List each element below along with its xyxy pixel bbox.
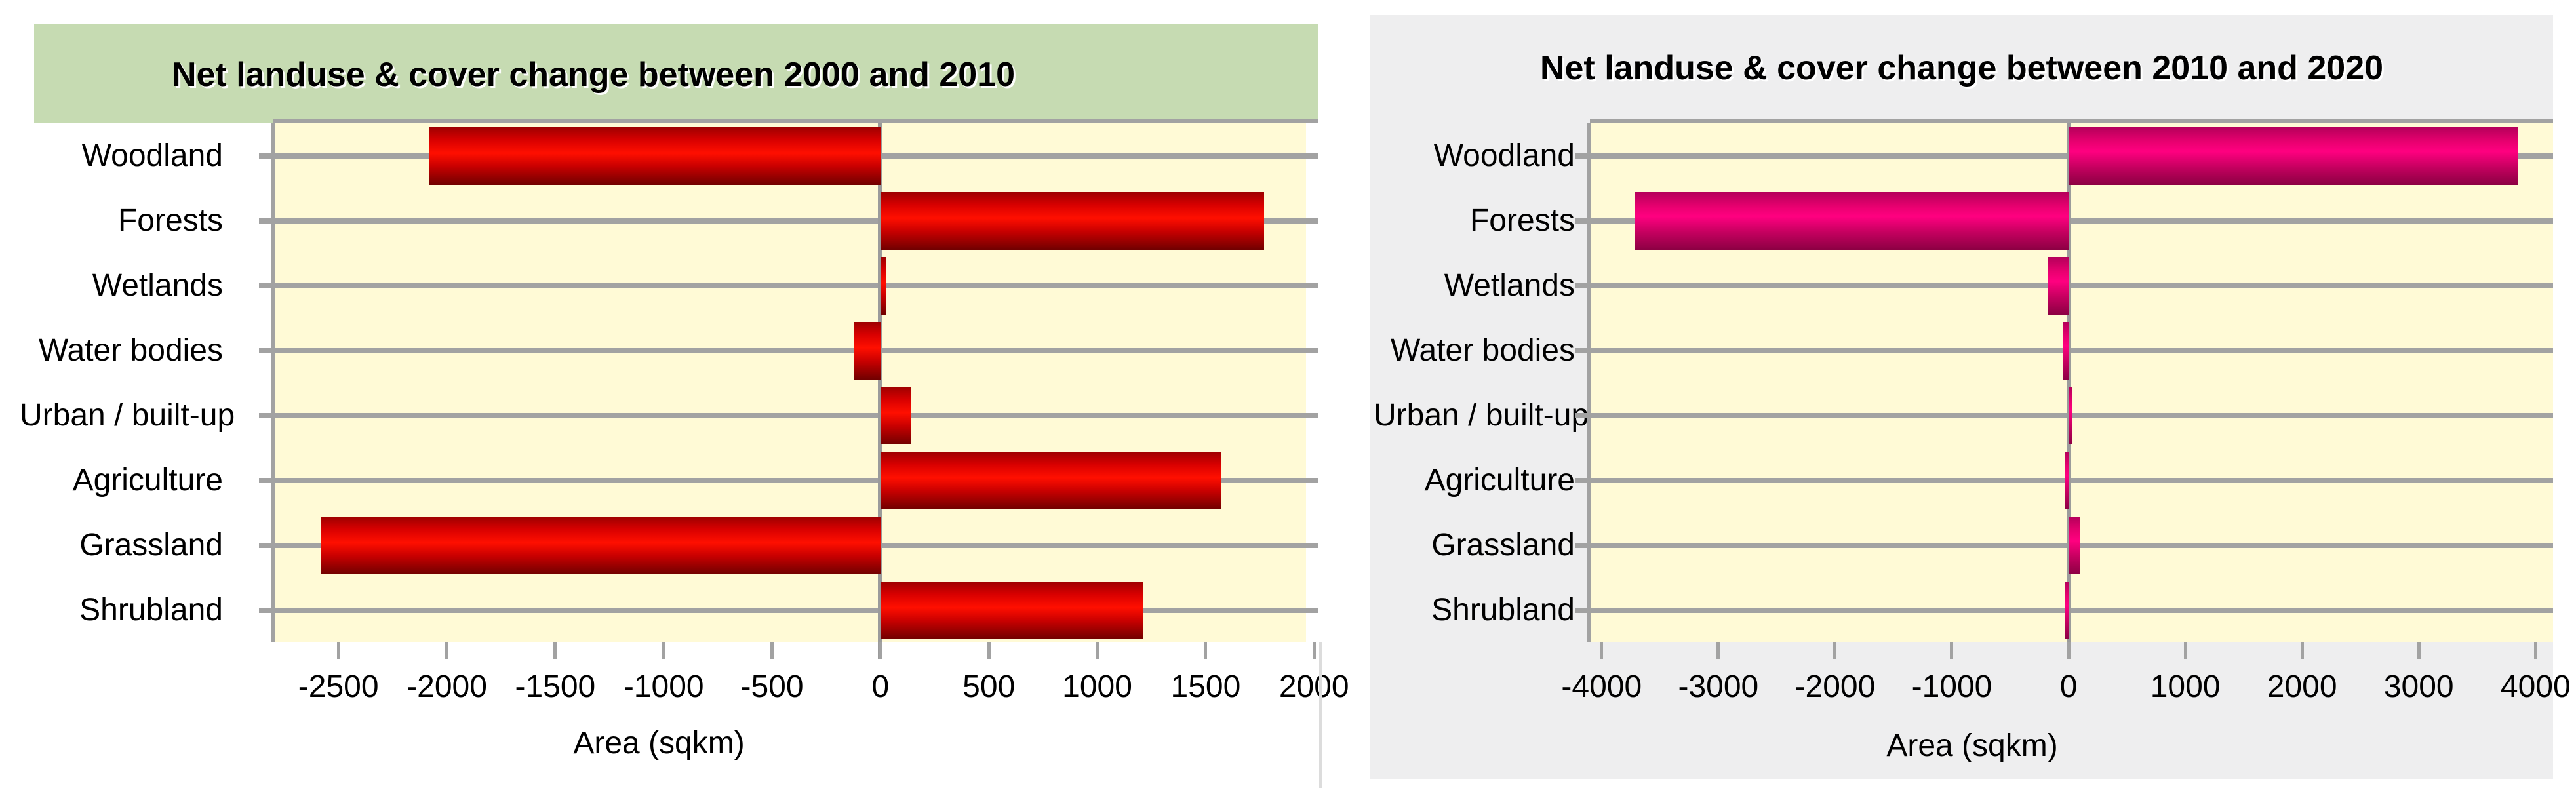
x-tick-mark [336, 642, 340, 659]
x-tick-label: 1500 [1170, 669, 1241, 704]
category-label: Woodland [81, 138, 223, 173]
x-tick-label: -500 [740, 669, 804, 704]
x-axis-label: Area (sqkm) [1886, 728, 2058, 763]
category-label: Woodland [1433, 138, 1575, 173]
x-tick-label: -3000 [1678, 669, 1759, 704]
x-tick-mark [553, 642, 557, 659]
category-label: Forests [117, 203, 223, 238]
x-tick-mark [2417, 642, 2421, 659]
category-gridline [1575, 153, 2553, 159]
category-gridline [1575, 412, 2553, 418]
chart-title: Net landuse & cover change between 2000 … [171, 56, 1016, 94]
bar-agriculture [2065, 451, 2069, 509]
x-tick-mark [1312, 642, 1316, 659]
x-tick-label: -4000 [1561, 669, 1642, 704]
bar-water-bodies [854, 321, 881, 380]
bar-wetlands [880, 256, 886, 315]
x-tick-mark [2067, 642, 2071, 659]
category-label: Urban / built-up [20, 397, 235, 433]
category-gridline [259, 607, 1318, 613]
x-tick-mark [1600, 642, 1604, 659]
x-tick-label: 0 [871, 669, 890, 704]
x-tick-mark [2533, 642, 2537, 659]
chart-title: Net landuse & cover change between 2010 … [1539, 49, 2384, 87]
x-tick-label: -1500 [515, 669, 596, 704]
bar-wetlands [2047, 256, 2069, 315]
x-tick-label: 1000 [2150, 669, 2221, 704]
x-tick-label: 500 [962, 669, 1016, 704]
bar-forests [1634, 191, 2069, 250]
bar-woodland [2069, 127, 2518, 185]
x-tick-label: 1000 [1062, 669, 1132, 704]
title-band [34, 24, 1318, 123]
bar-woodland [429, 127, 881, 185]
category-label: Grassland [79, 527, 223, 562]
bar-shrubland [880, 581, 1143, 639]
x-tick-label: 2000 [2267, 669, 2337, 704]
plot-left-border [271, 123, 275, 642]
x-tick-label: 2000 [1278, 669, 1349, 704]
category-label: Water bodies [1390, 332, 1575, 368]
chart-2000-2010: Net landuse & cover change between 2000 … [20, 24, 1349, 788]
x-tick-mark [1950, 642, 1954, 659]
category-gridline [259, 218, 1318, 224]
x-tick-mark [1096, 642, 1100, 659]
category-label: Forests [1469, 203, 1575, 238]
x-tick-mark [662, 642, 665, 659]
x-tick-mark [2183, 642, 2187, 659]
x-tick-label: -2000 [1794, 669, 1876, 704]
plot-top-border [273, 119, 1318, 123]
bar-grassland [321, 516, 881, 574]
x-tick-label: -2500 [298, 669, 379, 704]
category-gridline [1575, 477, 2553, 483]
bar-forests [880, 191, 1265, 250]
x-tick-label: 4000 [2500, 669, 2571, 704]
category-label: Wetlands [92, 267, 223, 303]
x-tick-mark [770, 642, 774, 659]
plot-top-border [1590, 119, 2553, 123]
x-tick-mark [879, 642, 882, 659]
bar-water-bodies [2063, 321, 2069, 380]
category-gridline [259, 283, 1318, 288]
x-tick-label: -2000 [406, 669, 487, 704]
x-tick-mark [2300, 642, 2304, 659]
category-label: Shrubland [79, 592, 223, 627]
category-label: Agriculture [72, 462, 223, 498]
bar-grassland [2069, 516, 2080, 574]
bar-agriculture [880, 451, 1221, 509]
bar-urban-built-up [880, 386, 911, 444]
x-tick-mark [1716, 642, 1720, 659]
chart-2010-2020: Net landuse & cover change between 2010 … [1351, 0, 2576, 809]
x-axis-label: Area (sqkm) [573, 726, 745, 760]
category-gridline [259, 477, 1318, 483]
category-label: Agriculture [1424, 462, 1575, 498]
category-gridline [259, 347, 1318, 353]
category-gridline [259, 412, 1318, 418]
x-tick-label: 0 [2059, 669, 2078, 704]
x-tick-mark [1204, 642, 1208, 659]
x-tick-mark [1833, 642, 1837, 659]
panel-edge-line [1319, 642, 1322, 788]
category-gridline [1575, 542, 2553, 548]
x-tick-label: -1000 [623, 669, 704, 704]
category-gridline [1575, 607, 2553, 613]
category-label: Wetlands [1444, 267, 1575, 303]
x-tick-label: 3000 [2383, 669, 2454, 704]
plot-left-border [1587, 123, 1591, 642]
category-label: Water bodies [38, 332, 223, 368]
category-label: Shrubland [1431, 592, 1575, 627]
category-label: Urban / built-up [1374, 397, 1589, 433]
x-tick-mark [445, 642, 449, 659]
x-tick-label: -1000 [1911, 669, 1992, 704]
category-label: Grassland [1431, 527, 1575, 562]
bar-urban-built-up [2069, 386, 2072, 444]
x-tick-mark [987, 642, 991, 659]
bar-shrubland [2065, 581, 2069, 639]
